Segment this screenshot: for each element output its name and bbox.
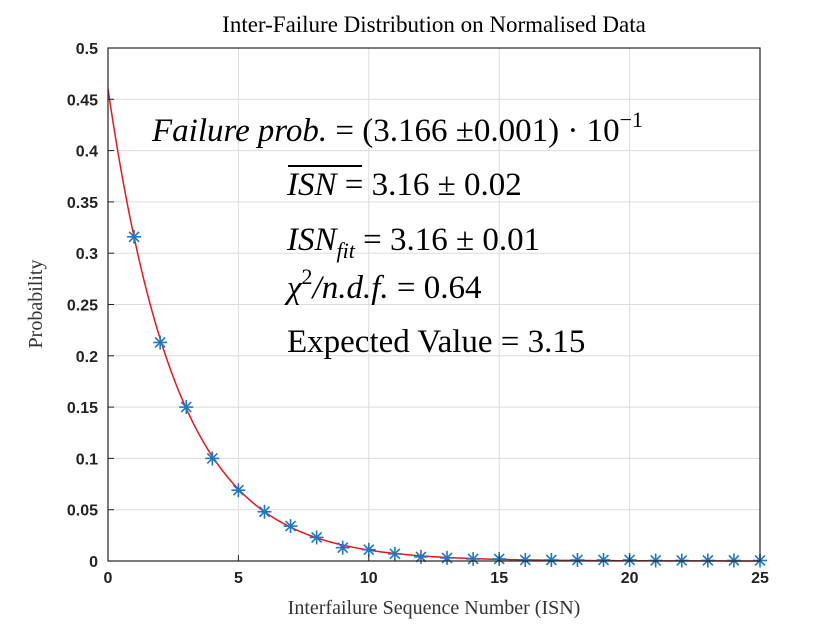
y-tick-label: 0.3 — [76, 246, 98, 263]
data-point — [440, 550, 455, 565]
annotation-chi-symbol: χ — [284, 270, 303, 306]
y-tick-label: 0.15 — [67, 400, 98, 417]
annotation-failure-word: Failure — [151, 113, 250, 149]
data-point — [361, 542, 376, 557]
annotation-isn-mean-lhs: ISN — [286, 167, 338, 203]
x-tick-label: 15 — [490, 570, 508, 587]
chart-title: Inter-Failure Distribution on Normalised… — [222, 12, 646, 37]
y-tick-label: 0.25 — [67, 298, 98, 315]
data-point — [570, 552, 585, 567]
data-point — [518, 552, 533, 567]
annotation-chi2: χ2/n.d.f. = 0.64 — [284, 264, 482, 306]
annotation-failure-exponent: −1 — [620, 107, 643, 132]
y-tick-label: 0 — [89, 554, 98, 571]
annotation-failure-prob: Failure prob. = (3.166 ±0.001) · 10−1 — [151, 107, 643, 149]
y-tick-label: 0.1 — [76, 451, 98, 468]
data-point — [413, 549, 428, 564]
y-tick-label: 0.2 — [76, 349, 98, 366]
y-tick-label: 0.45 — [67, 92, 98, 109]
data-point — [153, 335, 168, 350]
data-point — [257, 504, 272, 519]
data-point — [596, 552, 611, 567]
data-point — [283, 519, 298, 534]
annotation-isn-mean-rhs: = 3.16 ± 0.02 — [337, 167, 522, 203]
data-point — [387, 546, 402, 561]
annotation-isn-fit-rhs: = 3.16 ± 0.01 — [355, 222, 540, 258]
y-tick-label: 0.35 — [67, 195, 98, 212]
data-point — [205, 451, 220, 466]
x-axis-ticks: 0 5 10 15 20 25 — [104, 555, 769, 587]
y-axis-ticks: 0 0.05 0.1 0.15 0.2 0.25 0.3 0.35 0.4 0.45 0.5 — [67, 41, 114, 571]
annotation-isn-fit: ISNfit = 3.16 ± 0.01 — [286, 222, 540, 263]
annotation-failure-value: = (3.166 ±0.001) · 10 — [327, 113, 619, 149]
data-point — [466, 551, 481, 566]
y-tick-label: 0.5 — [76, 41, 98, 58]
annotation-chi-sup: 2 — [302, 264, 313, 289]
annotation-ndf: /n.d.f. — [311, 270, 389, 306]
data-point — [309, 530, 324, 545]
annotation-block: Failure prob. = (3.166 ±0.001) · 10−1 ISN… — [151, 107, 643, 360]
x-axis-label: Interfailure Sequence Number (ISN) — [288, 597, 581, 619]
data-point — [544, 552, 559, 567]
annotation-isn-mean: ISN = 3.16 ± 0.02 — [286, 167, 522, 203]
y-tick-label: 0.05 — [67, 503, 98, 520]
data-point — [179, 400, 194, 415]
annotation-prob-word: prob. — [256, 113, 327, 149]
data-point — [335, 540, 350, 555]
x-tick-label: 10 — [360, 570, 378, 587]
annotation-chi2-value: = 0.64 — [389, 270, 482, 306]
annotation-isn-fit-lhs: ISN — [286, 222, 338, 258]
y-tick-label: 0.4 — [76, 144, 98, 161]
annotation-expected-value: Expected Value = 3.15 — [287, 324, 585, 360]
data-point — [231, 483, 246, 498]
data-point — [127, 229, 142, 244]
x-tick-label: 5 — [234, 570, 243, 587]
annotation-isn-fit-sub: fit — [337, 238, 356, 263]
x-tick-label: 20 — [621, 570, 639, 587]
y-axis-label: Probability — [25, 260, 47, 349]
x-tick-label: 25 — [751, 570, 769, 587]
x-tick-label: 0 — [104, 570, 113, 587]
